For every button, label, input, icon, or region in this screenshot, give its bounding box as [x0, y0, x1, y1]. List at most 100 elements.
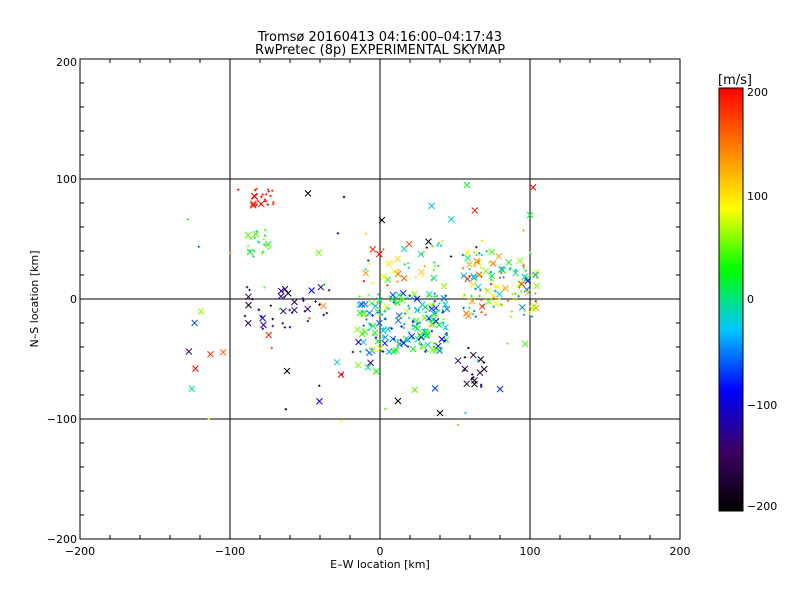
data-point-plus [468, 306, 471, 310]
data-point-plus [414, 307, 417, 310]
data-point-plus [436, 244, 439, 247]
data-point-x [380, 273, 388, 280]
data-point-plus [480, 253, 484, 257]
data-point-x [356, 309, 364, 317]
data-point-x [384, 276, 392, 283]
data-point-x [410, 290, 418, 298]
data-point-plus [400, 325, 403, 328]
data-point-x [478, 303, 486, 310]
data-point-x [440, 282, 448, 290]
data-point-plus [478, 252, 481, 255]
data-point-x [354, 361, 362, 369]
data-point-x [308, 287, 315, 294]
data-point-plus [403, 263, 406, 266]
data-point-x [442, 323, 449, 331]
data-point-x [245, 301, 252, 309]
data-point-plus [263, 286, 266, 289]
colorbar-tick-label: −200 [747, 500, 777, 513]
y-tick-label: 200 [56, 56, 77, 69]
data-point-plus [463, 293, 466, 297]
data-point-plus [421, 275, 424, 278]
data-point-x [396, 341, 403, 348]
y-tick-label: 100 [56, 173, 77, 186]
data-point-plus [266, 188, 270, 191]
data-point-x [360, 311, 368, 319]
data-point-plus [475, 253, 478, 257]
data-point-x [438, 335, 446, 343]
data-point-plus [444, 305, 448, 308]
data-point-x [245, 293, 252, 301]
data-point-plus [531, 272, 534, 276]
data-point-plus [261, 327, 265, 330]
data-point-plus [480, 310, 483, 314]
data-point-plus [442, 301, 446, 304]
data-point-plus [271, 317, 274, 321]
data-point-plus [494, 285, 497, 289]
data-point-plus [430, 329, 434, 333]
data-point-plus [403, 323, 406, 326]
data-point-plus [514, 269, 517, 272]
data-point-x [463, 181, 471, 189]
data-point-plus [407, 304, 410, 308]
data-point-plus [396, 338, 400, 342]
data-point-plus [411, 320, 415, 323]
data-point-x [428, 320, 436, 327]
data-point-x [470, 273, 478, 280]
data-point-x [257, 200, 265, 208]
data-point-plus [387, 307, 390, 310]
data-point-x [376, 345, 384, 352]
data-point-plus [362, 324, 365, 327]
data-point-plus [269, 194, 272, 198]
data-point-x [529, 305, 537, 313]
data-point-plus [449, 255, 453, 258]
data-point-plus [265, 193, 268, 196]
data-point-x [290, 306, 298, 314]
data-point-plus [520, 290, 523, 293]
data-point-plus [377, 293, 380, 296]
data-point-x [429, 346, 437, 354]
data-point-plus [408, 294, 411, 297]
data-point-x [219, 348, 227, 356]
data-point-plus [477, 260, 481, 263]
data-point-plus [408, 307, 411, 310]
data-point-plus [468, 267, 471, 271]
data-point-x [429, 316, 437, 324]
data-point-plus [253, 236, 256, 240]
data-point-plus [253, 249, 256, 252]
data-point-x [469, 351, 477, 359]
data-point-plus [510, 310, 514, 313]
data-point-plus [283, 326, 287, 329]
data-point-x [423, 332, 431, 339]
data-point-plus [248, 288, 251, 292]
data-point-x [494, 283, 501, 291]
colorbar-title: [m/s] [718, 73, 752, 88]
data-point-x [360, 338, 367, 346]
data-point-x [317, 283, 325, 291]
data-point-plus [381, 350, 385, 353]
data-point-x [464, 275, 472, 283]
data-point-plus [529, 312, 532, 315]
data-points [185, 181, 540, 427]
data-point-plus [478, 294, 481, 298]
colorbar-tick-label: 100 [747, 190, 768, 203]
data-point-x [374, 337, 382, 345]
data-point-plus [501, 304, 504, 307]
data-point-plus [237, 188, 240, 191]
data-point-x [259, 314, 266, 322]
chart-subtitle: RwPretec (8p) EXPERIMENTAL SKYMAP [255, 43, 505, 58]
data-point-x [337, 371, 345, 378]
data-point-plus [362, 328, 365, 331]
data-point-plus [323, 283, 326, 286]
data-point-plus [476, 358, 479, 362]
data-point-plus [372, 333, 375, 337]
data-point-x [355, 338, 362, 346]
chart-title: Tromsø 20160413 04:16:00–04:17:43 [257, 30, 502, 45]
data-point-plus [461, 253, 465, 257]
data-point-x [369, 322, 377, 330]
data-point-plus [445, 333, 449, 337]
data-point-x [367, 359, 374, 367]
data-point-x [403, 307, 411, 315]
data-point-x [207, 350, 214, 358]
data-point-plus [473, 309, 476, 313]
